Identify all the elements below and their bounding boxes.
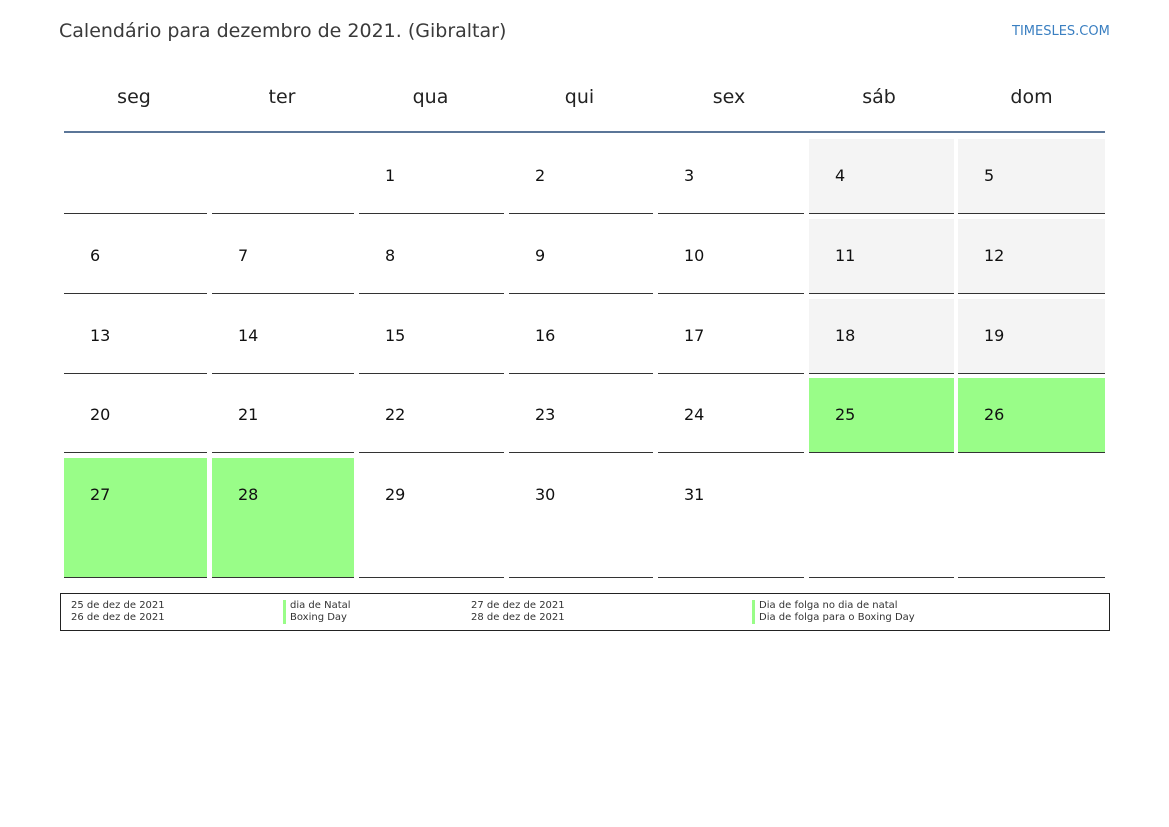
day-cell-weekend: 4 bbox=[809, 139, 954, 214]
day-cell: 13 bbox=[64, 299, 207, 374]
day-cell: 14 bbox=[212, 299, 354, 374]
legend-holiday-name: Dia de folga no dia de natal bbox=[759, 600, 898, 611]
holiday-legend: 25 de dez de 2021 26 de dez de 2021 dia … bbox=[60, 593, 1110, 631]
day-number: 15 bbox=[385, 326, 406, 345]
day-number: 27 bbox=[90, 485, 111, 504]
legend-holiday-name: Dia de folga para o Boxing Day bbox=[759, 612, 915, 623]
legend-date: 25 de dez de 2021 bbox=[71, 600, 165, 611]
page-title: Calendário para dezembro de 2021. (Gibra… bbox=[59, 20, 507, 42]
day-number: 21 bbox=[238, 405, 259, 424]
day-number: 25 bbox=[835, 405, 856, 424]
legend-swatch bbox=[752, 600, 755, 612]
weekday-wed: qua bbox=[412, 86, 449, 108]
day-cell: 10 bbox=[658, 219, 804, 294]
day-number: 9 bbox=[535, 246, 546, 265]
day-number: 7 bbox=[238, 246, 249, 265]
day-cell: 21 bbox=[212, 378, 354, 453]
day-cell-holiday: 25 bbox=[809, 378, 954, 453]
brand-link[interactable]: TIMESLES.COM bbox=[1012, 24, 1110, 39]
day-cell: 8 bbox=[359, 219, 504, 294]
day-cell: 1 bbox=[359, 139, 504, 214]
day-number: 22 bbox=[385, 405, 406, 424]
legend-holiday-name: Boxing Day bbox=[290, 612, 347, 623]
day-cell bbox=[212, 139, 354, 214]
day-number: 19 bbox=[984, 326, 1005, 345]
day-number: 3 bbox=[684, 166, 695, 185]
day-cell: 16 bbox=[509, 299, 653, 374]
weekday-fri: sex bbox=[712, 86, 746, 108]
day-cell: 2 bbox=[509, 139, 653, 214]
day-number: 31 bbox=[684, 485, 705, 504]
day-number: 6 bbox=[90, 246, 101, 265]
day-cell-weekend: 18 bbox=[809, 299, 954, 374]
day-cell-weekend: 11 bbox=[809, 219, 954, 294]
day-cell: 29 bbox=[359, 458, 504, 578]
day-cell-holiday: 28 bbox=[212, 458, 354, 578]
weekday-tue: ter bbox=[268, 86, 296, 108]
day-cell: 23 bbox=[509, 378, 653, 453]
day-number: 14 bbox=[238, 326, 259, 345]
day-cell: 17 bbox=[658, 299, 804, 374]
day-number: 11 bbox=[835, 246, 856, 265]
weekday-mon: seg bbox=[117, 86, 151, 108]
day-cell-holiday: 26 bbox=[958, 378, 1105, 453]
legend-date: 28 de dez de 2021 bbox=[471, 612, 565, 623]
day-cell: 15 bbox=[359, 299, 504, 374]
legend-swatch bbox=[283, 600, 286, 612]
day-number: 1 bbox=[385, 166, 396, 185]
weekday-thu: qui bbox=[564, 86, 595, 108]
day-number: 29 bbox=[385, 485, 406, 504]
day-cell: 3 bbox=[658, 139, 804, 214]
day-cell: 31 bbox=[658, 458, 804, 578]
day-cell-holiday: 27 bbox=[64, 458, 207, 578]
day-cell bbox=[809, 458, 954, 578]
weekday-sun: dom bbox=[1010, 86, 1053, 108]
day-cell: 6 bbox=[64, 219, 207, 294]
day-cell: 30 bbox=[509, 458, 653, 578]
day-number: 20 bbox=[90, 405, 111, 424]
day-cell bbox=[958, 458, 1105, 578]
day-number: 8 bbox=[385, 246, 396, 265]
day-number: 5 bbox=[984, 166, 995, 185]
legend-date: 27 de dez de 2021 bbox=[471, 600, 565, 611]
day-number: 18 bbox=[835, 326, 856, 345]
header-divider bbox=[64, 131, 1105, 133]
day-number: 4 bbox=[835, 166, 846, 185]
day-number: 24 bbox=[684, 405, 705, 424]
day-cell: 24 bbox=[658, 378, 804, 453]
day-number: 16 bbox=[535, 326, 556, 345]
day-cell: 7 bbox=[212, 219, 354, 294]
weekday-sat: sáb bbox=[862, 86, 896, 108]
day-cell: 20 bbox=[64, 378, 207, 453]
day-cell-weekend: 5 bbox=[958, 139, 1105, 214]
day-number: 17 bbox=[684, 326, 705, 345]
legend-date: 26 de dez de 2021 bbox=[71, 612, 165, 623]
day-cell-weekend: 19 bbox=[958, 299, 1105, 374]
day-number: 23 bbox=[535, 405, 556, 424]
day-number: 12 bbox=[984, 246, 1005, 265]
day-number: 13 bbox=[90, 326, 111, 345]
weekday-header-row: seg ter qua qui sex sáb dom bbox=[60, 86, 1109, 112]
day-number: 30 bbox=[535, 485, 556, 504]
day-number: 26 bbox=[984, 405, 1005, 424]
day-number: 10 bbox=[684, 246, 705, 265]
legend-swatch bbox=[752, 612, 755, 624]
day-cell: 22 bbox=[359, 378, 504, 453]
day-number: 28 bbox=[238, 485, 259, 504]
day-cell: 9 bbox=[509, 219, 653, 294]
day-number: 2 bbox=[535, 166, 546, 185]
legend-holiday-name: dia de Natal bbox=[290, 600, 351, 611]
day-cell bbox=[64, 139, 207, 214]
day-cell-weekend: 12 bbox=[958, 219, 1105, 294]
legend-swatch bbox=[283, 612, 286, 624]
